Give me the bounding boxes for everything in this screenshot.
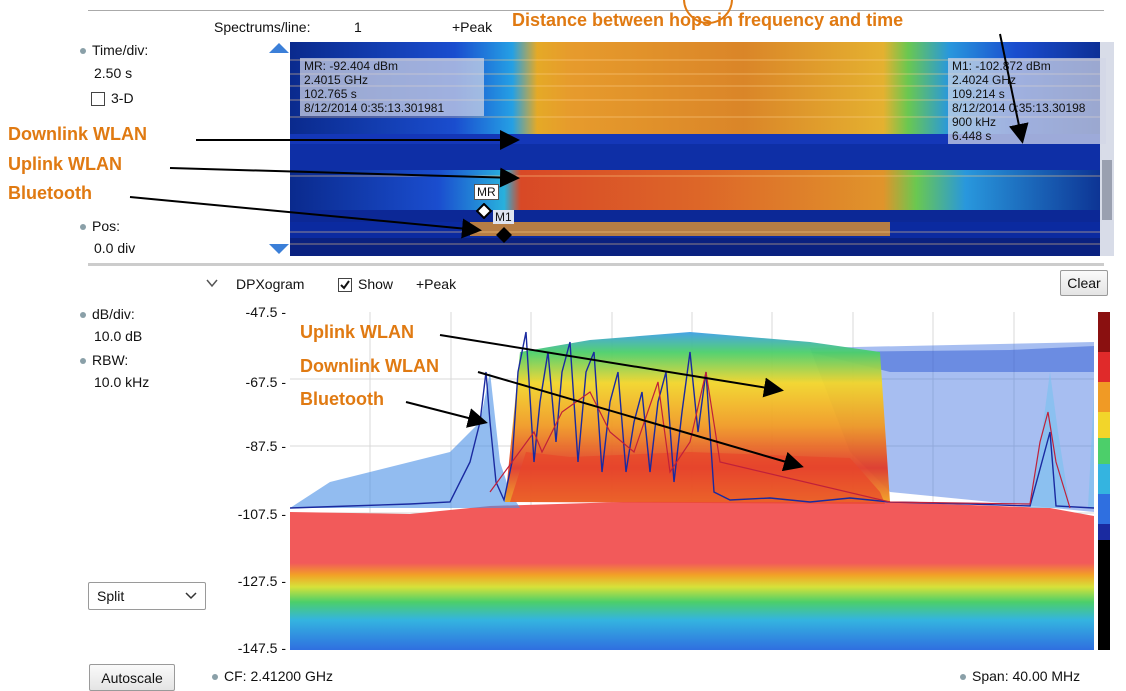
scroll-up-icon[interactable] — [268, 42, 290, 54]
center-frequency-control[interactable]: CF: 2.41200 GHz — [212, 668, 333, 684]
mr-amplitude: MR: -92.404 dBm — [304, 59, 399, 73]
panel-divider — [88, 263, 1104, 266]
marker-mr-readout: MR: -92.404 dBm 2.4015 GHz 102.765 s 8/1… — [300, 58, 484, 116]
ytick-label: -87.5 - — [245, 438, 286, 454]
m1-frequency: 2.4024 GHz — [952, 73, 1017, 87]
marker-mr-diamond-icon[interactable] — [476, 203, 492, 219]
split-value: Split — [97, 588, 125, 604]
mr-timestamp: 8/12/2014 0:35:13.301981 — [304, 101, 445, 115]
time-div-control[interactable]: Time/div: — [80, 42, 148, 58]
knob-icon — [212, 674, 218, 681]
chevron-down-icon — [185, 592, 197, 600]
m1-delta-frequency: 900 kHz — [952, 115, 997, 129]
annotation-bottom-downlink: Downlink WLAN — [300, 356, 439, 376]
pos-label: Pos: — [92, 218, 121, 234]
rbw-value: 10.0 kHz — [94, 374, 150, 390]
knob-icon — [960, 674, 966, 681]
annotation-top-uplink: Uplink WLAN — [8, 154, 122, 174]
db-div-control[interactable]: dB/div: — [80, 306, 135, 322]
split-dropdown[interactable]: Split — [88, 582, 206, 610]
annotation-bottom-uplink: Uplink WLAN — [300, 322, 414, 342]
marker-mr-tag: MR — [474, 184, 499, 200]
rbw-control[interactable]: RBW: — [80, 352, 128, 368]
span-label: Span: 40.00 MHz — [972, 668, 1081, 684]
show-checkbox[interactable]: Show — [338, 276, 394, 293]
top-peak-label: +Peak — [452, 19, 493, 35]
knob-icon — [80, 224, 86, 231]
mr-frequency: 2.4015 GHz — [304, 73, 369, 87]
dpx-peak-label: +Peak — [416, 276, 457, 292]
db-div-value: 10.0 dB — [94, 328, 143, 344]
autoscale-button[interactable]: Autoscale — [89, 664, 175, 691]
checkbox-icon — [91, 92, 105, 107]
ytick-label: -47.5 - — [245, 304, 286, 320]
mr-time: 102.765 s — [304, 87, 357, 101]
knob-icon — [80, 48, 86, 55]
time-div-value: 2.50 s — [94, 65, 133, 81]
m1-timestamp: 8/12/2014 0:35:13.30198 — [952, 101, 1086, 115]
m1-time: 109.214 s — [952, 87, 1005, 101]
knob-icon — [80, 358, 86, 365]
span-control[interactable]: Span: 40.00 MHz — [960, 668, 1080, 684]
dpx-spectrum-display[interactable] — [290, 312, 1110, 650]
three-d-label: 3-D — [111, 90, 134, 106]
ytick-label: -127.5 - — [237, 573, 286, 589]
m1-delta-time: 6.448 s — [952, 129, 992, 143]
m1-amplitude: M1: -102.872 dBm — [952, 59, 1051, 73]
show-label: Show — [358, 276, 394, 292]
db-div-label: dB/div: — [92, 306, 135, 322]
pos-control[interactable]: Pos: — [80, 218, 120, 234]
knob-icon — [80, 312, 86, 319]
collapse-chevron-icon[interactable] — [206, 278, 218, 288]
ytick-label: -67.5 - — [245, 374, 286, 390]
annotation-top-downlink: Downlink WLAN — [8, 124, 147, 144]
cf-label: CF: 2.41200 GHz — [224, 668, 333, 684]
time-div-label: Time/div: — [92, 42, 149, 58]
marker-m1-tag: M1 — [493, 210, 514, 224]
rbw-label: RBW: — [92, 352, 129, 368]
clear-button[interactable]: Clear — [1060, 270, 1108, 296]
ytick-label: -147.5 - — [237, 640, 286, 656]
three-d-checkbox[interactable]: 3-D — [91, 90, 134, 107]
pos-value: 0.0 div — [94, 240, 136, 256]
scroll-down-icon[interactable] — [268, 243, 290, 255]
marker-m1-diamond-icon[interactable] — [495, 226, 513, 244]
ytick-label: -107.5 - — [237, 506, 286, 522]
spectrums-value[interactable]: 1 — [354, 19, 362, 35]
checkbox-checked-icon — [338, 278, 352, 293]
annotation-bottom-bluetooth: Bluetooth — [300, 389, 384, 409]
annotation-top-bluetooth: Bluetooth — [8, 183, 92, 203]
top-divider — [88, 10, 1104, 11]
spectrums-label: Spectrums/line: — [214, 19, 311, 35]
dpx-title: DPXogram — [236, 276, 305, 292]
